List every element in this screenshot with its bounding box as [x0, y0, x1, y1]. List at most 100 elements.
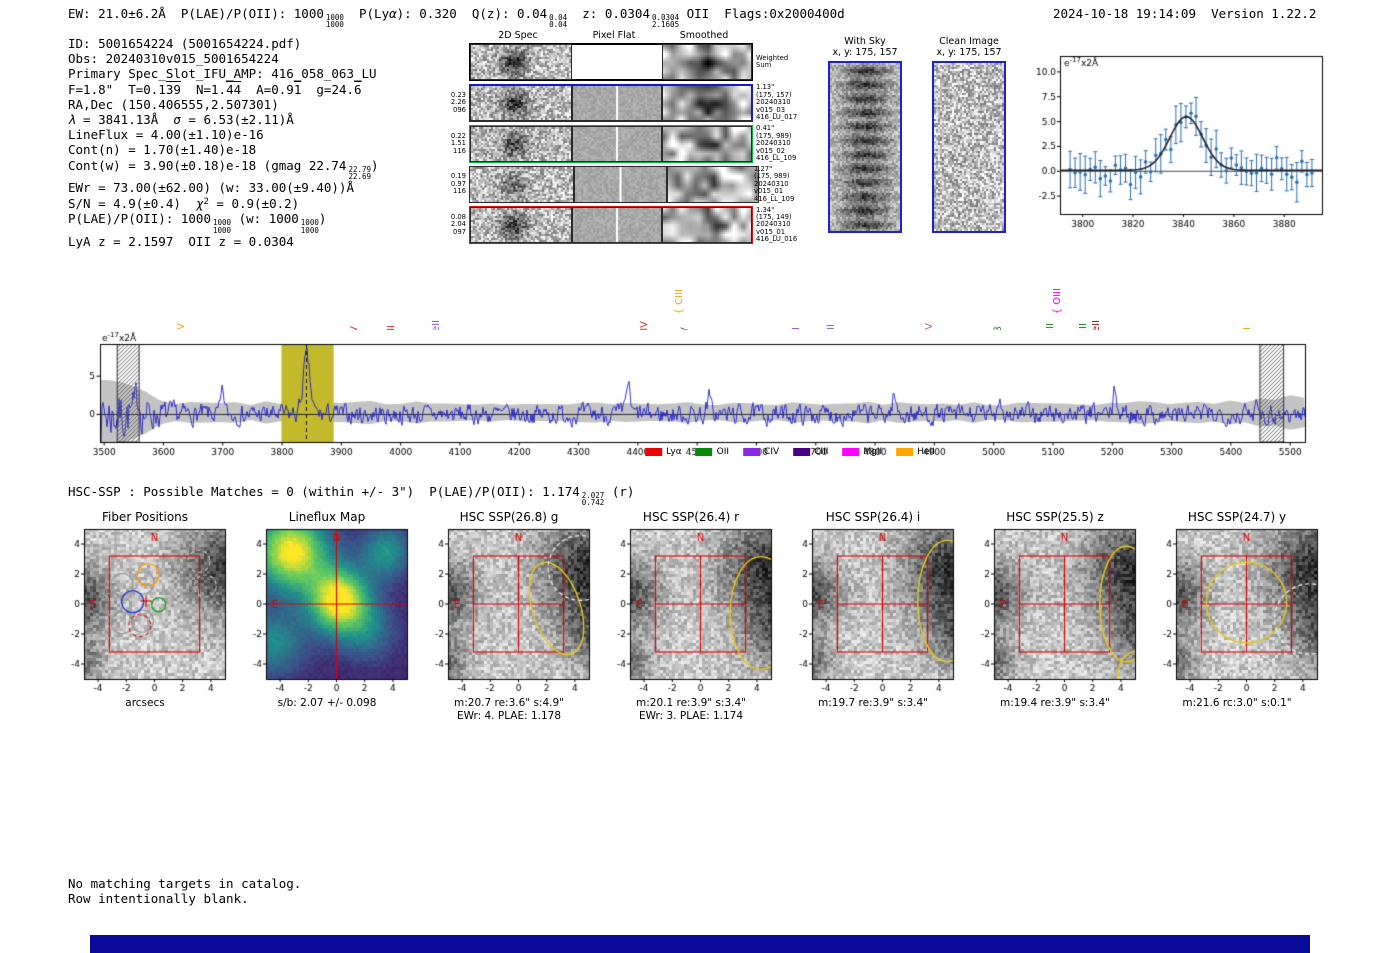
smoothed-strip: [662, 85, 752, 121]
legend-item-ciii: CIII: [793, 447, 828, 457]
stacked-fraction: 1000 1000: [325, 13, 344, 30]
cutout-caption: m:19.4 re:3.9" s:3.4": [1000, 697, 1110, 709]
spec2d-strip: [470, 207, 572, 244]
info-line: LyA z = 2.1597 OII z = 0.0304: [68, 233, 294, 249]
spectrum-legend: Lyα OII CIV CIII MgII HeII: [645, 447, 935, 457]
legend-label: Lyα: [666, 447, 682, 457]
cutout-image-fiber: [58, 525, 232, 697]
fiber-row: 0.08 2.04 097 1.34" (175, 149) 20240310 v015_0…: [440, 205, 806, 245]
cutout-caption: EWr: 4. PLAE: 1.178: [456, 710, 562, 722]
spec2d-strip: [470, 44, 572, 80]
full-spectrum-chart: [78, 330, 1313, 463]
legend-swatch: [842, 448, 860, 456]
info-line: Obs: 20240310v015_5001654224: [68, 51, 279, 67]
fiber-weight-labels: [440, 43, 469, 81]
legend-label: CIII: [814, 447, 829, 457]
cutout-image-lineflux: [240, 525, 414, 697]
note-line: No matching targets in catalog.: [68, 876, 302, 891]
spec2d-strip-group: [469, 43, 753, 81]
fiber-weight-labels: 0.23 2.26 096: [450, 90, 466, 114]
smoothed-strip: [666, 165, 760, 204]
spec2d-strip-group: [469, 125, 753, 163]
report-version: Version 1.22.2: [1211, 6, 1317, 21]
legend-label: OII: [716, 447, 730, 457]
col-header-smoothed: Smoothed: [679, 30, 729, 41]
header-datetime-version: 2024-10-18 19:14:09 Version 1.22.2: [1053, 6, 1316, 21]
info-line: λ = 3841.13Å σ = 6.53(±2.11)Å: [68, 112, 294, 128]
spec2d-panel: 2D Spec Pixel Flat Smoothed Weighted Sum 0…: [440, 30, 800, 262]
emission-line-label-oiii: { OIII: [1052, 287, 1063, 314]
cutout-title: HSC SSP(24.7) y: [1187, 510, 1287, 524]
info-line: Cont(n) = 1.70(±1.40)e-18: [68, 142, 257, 158]
pixel-flat-strip: [573, 45, 661, 79]
cutout-caption: m:19.7 re:3.9" s:3.4": [818, 697, 928, 709]
legend-item-civ: CIV: [743, 447, 779, 457]
cutout-panel-r: HSC SSP(26.4) r m:20.1 re:3.9" s:3.4" EWr:…: [604, 510, 778, 723]
fiber-row: 0.22 1.51 116 0.41" (175, 989) 20240310 v015_0…: [440, 125, 806, 163]
spec2d-strip-group: [469, 84, 753, 122]
cutout-image-z: [968, 525, 1142, 697]
clean-image-coords: x, y: 175, 157: [936, 47, 1002, 58]
with-sky-panel: With Sky x, y: 175, 157: [822, 36, 908, 233]
info-line: Primary Spec_Slot_IFU_AMP: 416_058_063_L…: [68, 66, 377, 82]
fiber-info-labels: 1.27" (175, 989) 20240310 v015_01 416_LL_109: [754, 165, 795, 203]
info-line: LineFlux = 4.00(±1.10)e-16: [68, 127, 264, 143]
with-sky-coords: x, y: 175, 157: [832, 47, 898, 58]
stacked-fraction: 0.04 0.04: [549, 13, 568, 30]
cutout-panel-g: HSC SSP(26.8) g m:20.7 re:3.6" s:4.9" EWr:…: [422, 510, 596, 723]
smoothed-strip: [662, 44, 752, 80]
fiber-info-labels: 1.34" (175, 149) 20240310 v015_01 416_LU_016: [756, 205, 798, 244]
cutout-panel-i: HSC SSP(26.4) i m:19.7 re:3.9" s:3.4": [786, 510, 960, 723]
cutout-title: HSC SSP(26.4) r: [642, 510, 740, 524]
info-line: Cont(w) = 3.90(±0.18)e-18 (gmag 22.74 22.…: [68, 157, 379, 181]
cutout-caption: EWr: 3. PLAE: 1.174: [638, 710, 744, 722]
cutout-panel-fiber: Fiber Positions arcsecs: [58, 510, 232, 723]
section-divider-bar: [90, 935, 1310, 953]
cutout-title: Fiber Positions: [101, 510, 189, 524]
stacked-fraction: 1000 1000: [213, 218, 232, 235]
spacer: [1196, 6, 1211, 21]
hsc-match-summary: HSC-SSP : Possible Matches = 0 (within +…: [68, 484, 635, 508]
info-line: F=1.8" T=0.139 N=1.44 A=0.91 g=24.6: [68, 81, 362, 97]
col-header-pixel-flat: Pixel Flat: [592, 30, 636, 41]
legend-swatch: [793, 448, 811, 456]
fiber-info-labels: Weighted Sum: [756, 53, 789, 69]
stacked-fraction: 2.027 0.742: [581, 491, 605, 508]
legend-swatch: [896, 448, 914, 456]
legend-swatch: [645, 448, 663, 456]
cutout-title: Lineflux Map: [288, 510, 366, 524]
cutout-image-g: [422, 525, 596, 697]
catalog-notes: No matching targets in catalog. Row inten…: [68, 876, 301, 906]
fiber-weight-labels: 0.22 1.51 116: [450, 131, 466, 155]
cutout-caption: m:20.7 re:3.6" s:4.9": [454, 697, 564, 709]
weighted-sum-row: Weighted Sum: [440, 43, 806, 81]
with-sky-title: With Sky: [844, 36, 886, 47]
detection-info-block: ID: 5001654224 (5001654224.pdf) Obs: 2024…: [68, 36, 379, 249]
smoothed-strip: [662, 207, 752, 244]
cutout-row: Fiber Positions arcsecs Lineflux Map s/b: 2…: [58, 510, 1324, 723]
legend-item-oii: OII: [695, 447, 730, 457]
cutout-caption: s/b: 2.07 +/- 0.098: [277, 697, 377, 709]
clean-image-panel: Clean Image x, y: 175, 157: [926, 36, 1012, 233]
pixel-flat-strip: [574, 165, 667, 204]
emission-line-label-ciii: { CIII: [674, 288, 685, 314]
info-line: EWr = 73.00(±62.00) (w: 33.00(±9.40))Å: [68, 180, 354, 196]
with-sky-image: [828, 61, 902, 233]
smoothed-strip: [662, 126, 752, 162]
cutout-panel-lineflux: Lineflux Map s/b: 2.07 +/- 0.098: [240, 510, 414, 723]
info-line: RA,Dec (150.406555,2.507301): [68, 96, 279, 112]
legend-swatch: [695, 448, 713, 456]
clean-image-title: Clean Image: [939, 36, 999, 47]
cutout-caption: m:20.1 re:3.9" s:3.4": [636, 697, 746, 709]
info-line: P(LAE)/P(OII): 1000 1000 1000 (w: 1000 1000…: [68, 211, 327, 235]
cutout-caption: arcsecs: [125, 697, 165, 709]
pixel-flat-strip: [572, 207, 662, 244]
legend-item-heii: HeII: [896, 447, 935, 457]
info-line: S/N = 4.9(±0.4) χ2 = 0.9(±0.2): [68, 196, 300, 212]
report-datetime: 2024-10-18 19:14:09: [1053, 6, 1196, 21]
note-line: Row intentionally blank.: [68, 891, 249, 906]
cutout-image-i: [786, 525, 960, 697]
cutout-title: HSC SSP(26.4) i: [825, 510, 921, 524]
fiber-weight-labels: 0.19 0.97 116: [450, 172, 466, 196]
